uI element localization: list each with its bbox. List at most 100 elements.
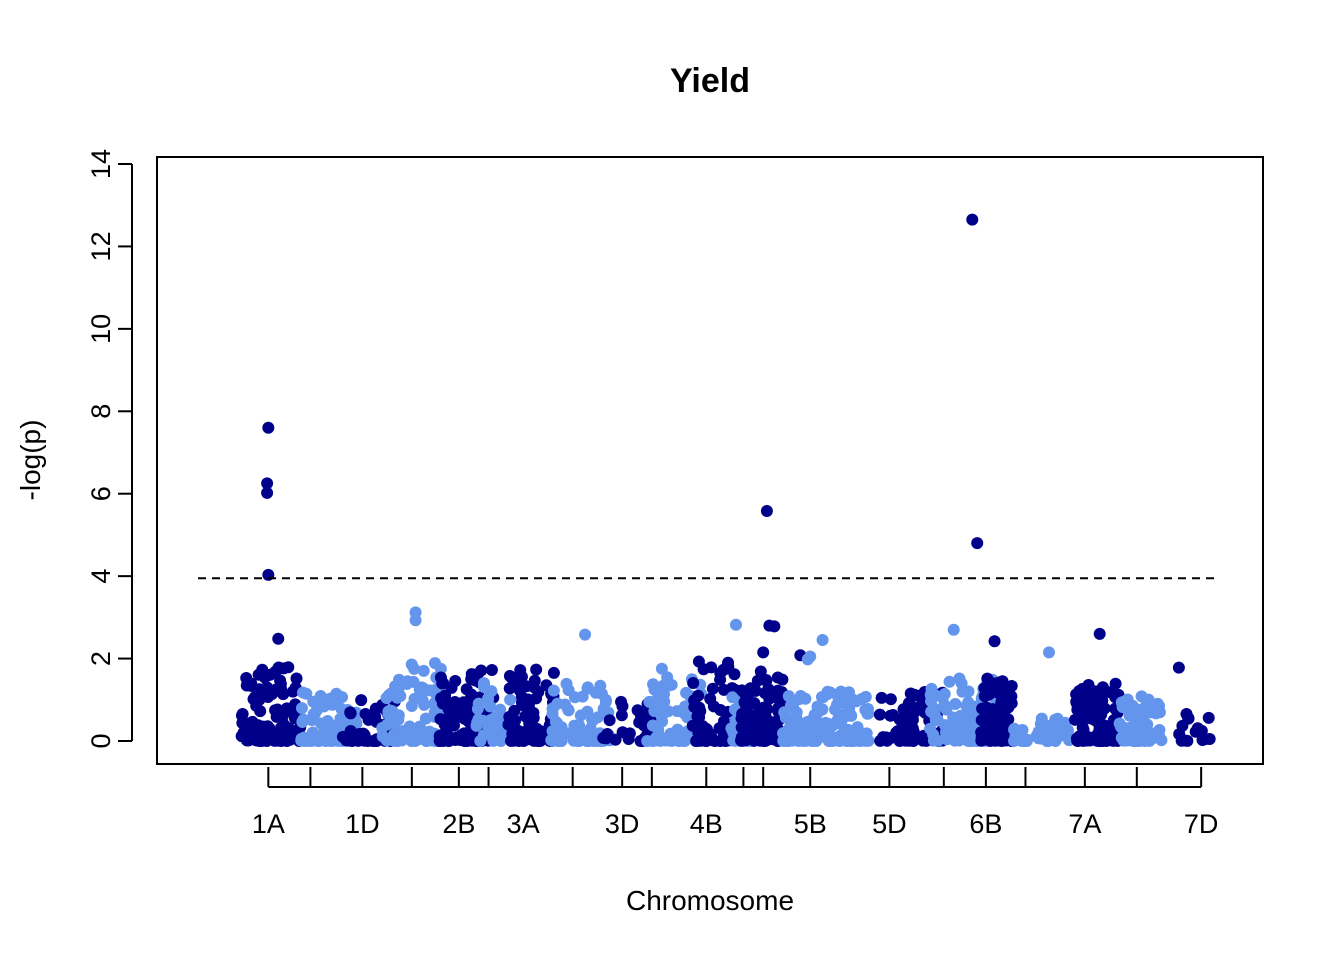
snp-point bbox=[615, 709, 628, 722]
snp-point bbox=[687, 676, 700, 689]
snp-point bbox=[994, 713, 1007, 726]
significant-snp-point bbox=[947, 623, 960, 636]
snp-point bbox=[417, 682, 430, 695]
snp-point bbox=[392, 682, 405, 695]
snp-point bbox=[658, 695, 671, 708]
snp-point bbox=[295, 702, 308, 715]
snp-point bbox=[735, 712, 748, 725]
snp-point bbox=[416, 694, 429, 707]
y-tick-label: 2 bbox=[86, 651, 116, 666]
snp-point bbox=[940, 703, 953, 716]
snp-point bbox=[949, 697, 962, 710]
snp-point bbox=[568, 691, 581, 704]
snp-point bbox=[314, 689, 327, 702]
snp-point bbox=[962, 685, 975, 698]
snp-point bbox=[953, 723, 966, 736]
y-tick-label: 10 bbox=[86, 314, 116, 344]
snp-point bbox=[822, 717, 835, 730]
snp-point bbox=[340, 734, 353, 747]
snp-point bbox=[1179, 734, 1192, 747]
snp-point bbox=[382, 708, 395, 721]
snp-point bbox=[846, 693, 859, 706]
snp-point bbox=[631, 704, 644, 717]
snp-point bbox=[265, 688, 278, 701]
snp-point bbox=[884, 709, 897, 722]
y-tick-label: 6 bbox=[86, 486, 116, 501]
snp-point bbox=[652, 723, 665, 736]
snp-point bbox=[884, 693, 897, 706]
snp-point bbox=[527, 706, 540, 719]
snp-point bbox=[414, 721, 427, 734]
snp-point bbox=[433, 734, 446, 747]
snp-point bbox=[662, 705, 675, 718]
snp-point bbox=[616, 700, 629, 713]
snp-point bbox=[491, 733, 504, 746]
snp-point bbox=[389, 734, 402, 747]
snp-point bbox=[573, 735, 586, 747]
snp-point bbox=[925, 705, 938, 718]
snp-point bbox=[259, 727, 272, 740]
significant-snp-point bbox=[971, 537, 984, 550]
significant-snp-point bbox=[768, 620, 781, 633]
snp-point bbox=[562, 703, 575, 716]
snp-point bbox=[801, 715, 814, 728]
snp-point bbox=[848, 734, 861, 747]
snp-point bbox=[1000, 699, 1013, 712]
snp-point bbox=[925, 695, 938, 708]
snp-point bbox=[485, 664, 498, 677]
snp-point bbox=[647, 734, 660, 747]
snp-point bbox=[525, 722, 538, 735]
x-tick-label: 6B bbox=[969, 809, 1002, 839]
snp-point bbox=[655, 662, 668, 675]
snp-point bbox=[445, 681, 458, 694]
snp-point bbox=[408, 732, 421, 745]
snp-point bbox=[751, 674, 764, 687]
snp-point bbox=[324, 734, 337, 747]
snp-point bbox=[875, 691, 888, 704]
snp-point bbox=[252, 719, 265, 732]
significant-snp-point bbox=[272, 632, 285, 645]
snp-point bbox=[1090, 715, 1103, 728]
snp-point bbox=[1176, 719, 1189, 732]
snp-point bbox=[891, 725, 904, 738]
snp-point bbox=[908, 688, 921, 701]
snp-point bbox=[472, 697, 485, 710]
snp-point bbox=[581, 682, 594, 695]
snp-point bbox=[419, 712, 432, 725]
snp-point bbox=[979, 703, 992, 716]
snp-point bbox=[1118, 695, 1131, 708]
snp-point bbox=[504, 693, 517, 706]
x-tick-label: 1A bbox=[252, 809, 285, 839]
snp-point bbox=[702, 727, 715, 740]
snp-point bbox=[599, 695, 612, 708]
snp-point bbox=[1155, 734, 1168, 747]
significant-snp-point bbox=[1172, 661, 1185, 674]
snp-point bbox=[1096, 694, 1109, 707]
snp-point bbox=[759, 733, 772, 746]
snp-point bbox=[549, 733, 562, 746]
snp-point bbox=[509, 714, 522, 727]
significant-snp-point bbox=[757, 646, 770, 659]
snp-point bbox=[477, 680, 490, 693]
snp-point bbox=[237, 726, 250, 739]
y-tick-label: 12 bbox=[86, 231, 116, 261]
snp-point bbox=[277, 662, 290, 675]
snp-point bbox=[1077, 723, 1090, 736]
snp-point bbox=[1076, 682, 1089, 695]
x-tick-label: 5D bbox=[872, 809, 907, 839]
snp-point bbox=[643, 695, 656, 708]
snp-point bbox=[1113, 717, 1126, 730]
snp-point bbox=[908, 704, 921, 717]
snp-point bbox=[357, 731, 370, 744]
snp-point bbox=[470, 719, 483, 732]
snp-point bbox=[1195, 724, 1208, 737]
snp-point bbox=[936, 691, 949, 704]
x-tick-label: 3D bbox=[605, 809, 640, 839]
snp-point bbox=[1049, 734, 1062, 747]
snp-point bbox=[1069, 713, 1082, 726]
snp-point bbox=[407, 675, 420, 688]
snp-point bbox=[830, 698, 843, 711]
snp-point bbox=[457, 696, 470, 709]
snp-point bbox=[751, 713, 764, 726]
significant-snp-point bbox=[261, 477, 274, 490]
